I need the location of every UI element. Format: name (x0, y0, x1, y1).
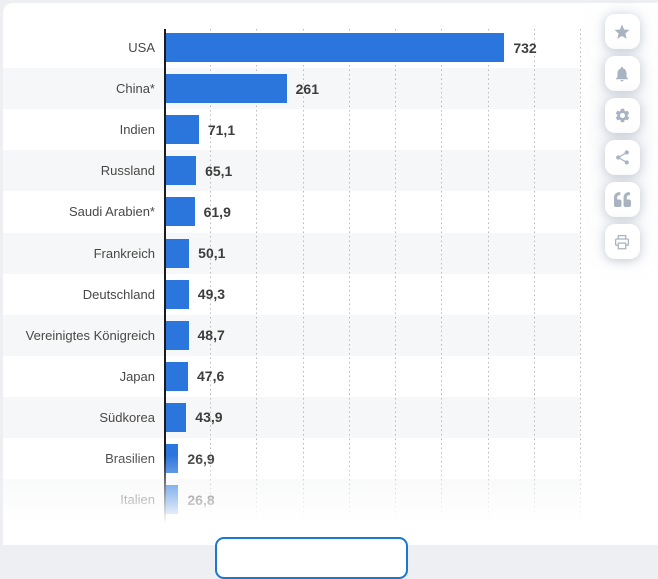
category-label: Deutschland (82, 286, 155, 302)
value-label: 261 (295, 80, 319, 97)
value-label: 47,6 (197, 368, 225, 385)
bell-icon (616, 66, 628, 81)
value-label: 71,1 (207, 121, 236, 138)
chart-row: Russland (3, 150, 580, 192)
chart-row: Frankreich (3, 232, 580, 274)
value-label: 732 (513, 39, 537, 56)
action-toolbar (586, 0, 658, 310)
chart-row: Indien (3, 109, 580, 150)
toolbar-settings-button[interactable] (604, 98, 640, 133)
bar-s-dkorea (166, 402, 187, 432)
toolbar-notifications-button[interactable] (604, 56, 640, 91)
gridline (580, 29, 581, 523)
category-label: Russland (100, 163, 155, 179)
show-more-button[interactable] (215, 537, 408, 579)
share-icon (615, 150, 629, 165)
value-label: 26,8 (187, 491, 215, 508)
category-label: Südkorea (99, 409, 155, 425)
chart-row: Deutschland (3, 274, 580, 315)
toolbar-print-button[interactable] (604, 224, 640, 259)
chart-card: USA China* Indien Russland Saudi Arabien* Fra… (3, 3, 658, 579)
bar-indien (166, 115, 199, 145)
gridline (533, 29, 535, 523)
chart-row: USA (3, 27, 580, 68)
y-axis-line (164, 29, 166, 523)
chart-bars: 732 261 71,1 65,1 61,9 50,1 49,3 48,7 47,6 43,9 26… (3, 27, 580, 523)
chart-row: China* (3, 68, 580, 110)
gridline (210, 29, 212, 523)
value-label: 48,7 (197, 327, 225, 344)
gridline (487, 29, 489, 523)
bar-brasilien (166, 444, 179, 473)
printer-icon (614, 234, 630, 249)
bar-china- (166, 74, 287, 104)
category-label: Saudi Arabien* (68, 204, 155, 220)
category-label: Indien (119, 122, 155, 138)
quote-icon (613, 192, 631, 207)
bar-frankreich (166, 238, 190, 268)
bar-deutschland (166, 279, 189, 309)
bar-chart: USA China* Indien Russland Saudi Arabien* Fra… (3, 27, 581, 523)
bar-japan (166, 361, 188, 391)
chart-gridlines (3, 27, 581, 523)
category-label: Japan (119, 368, 155, 384)
gridline (256, 29, 258, 523)
bar-vereinigtes-k-nigreich (166, 320, 189, 350)
value-label: 49,3 (197, 286, 226, 303)
chart-row: Japan (3, 356, 580, 397)
gear-icon (615, 108, 629, 123)
bar-russland (166, 156, 197, 186)
gridline (395, 29, 397, 523)
toolbar-share-button[interactable] (604, 140, 640, 175)
value-label: 65,1 (205, 162, 233, 179)
bar-italien (166, 485, 179, 515)
value-label: 43,9 (195, 409, 223, 426)
category-label: USA (128, 40, 155, 56)
value-label: 26,9 (187, 450, 215, 467)
category-label: China* (115, 81, 155, 97)
gridline (348, 29, 350, 523)
chart-row: Saudi Arabien* (3, 191, 580, 232)
bar-saudi-arabien- (166, 197, 195, 227)
chart-row: Vereinigtes Königreich (3, 314, 580, 356)
value-label: 61,9 (203, 203, 231, 220)
category-label: Frankreich (93, 245, 155, 261)
star-icon (614, 24, 630, 39)
gridline (441, 29, 443, 523)
chart-row: Südkorea (3, 396, 580, 438)
bar-usa (166, 33, 505, 62)
category-label: Vereinigtes Königreich (25, 327, 155, 343)
toolbar-cite-button[interactable] (604, 182, 640, 217)
toolbar-favorite-button[interactable] (604, 14, 640, 49)
value-label: 50,1 (198, 245, 226, 262)
gridline (302, 29, 304, 523)
